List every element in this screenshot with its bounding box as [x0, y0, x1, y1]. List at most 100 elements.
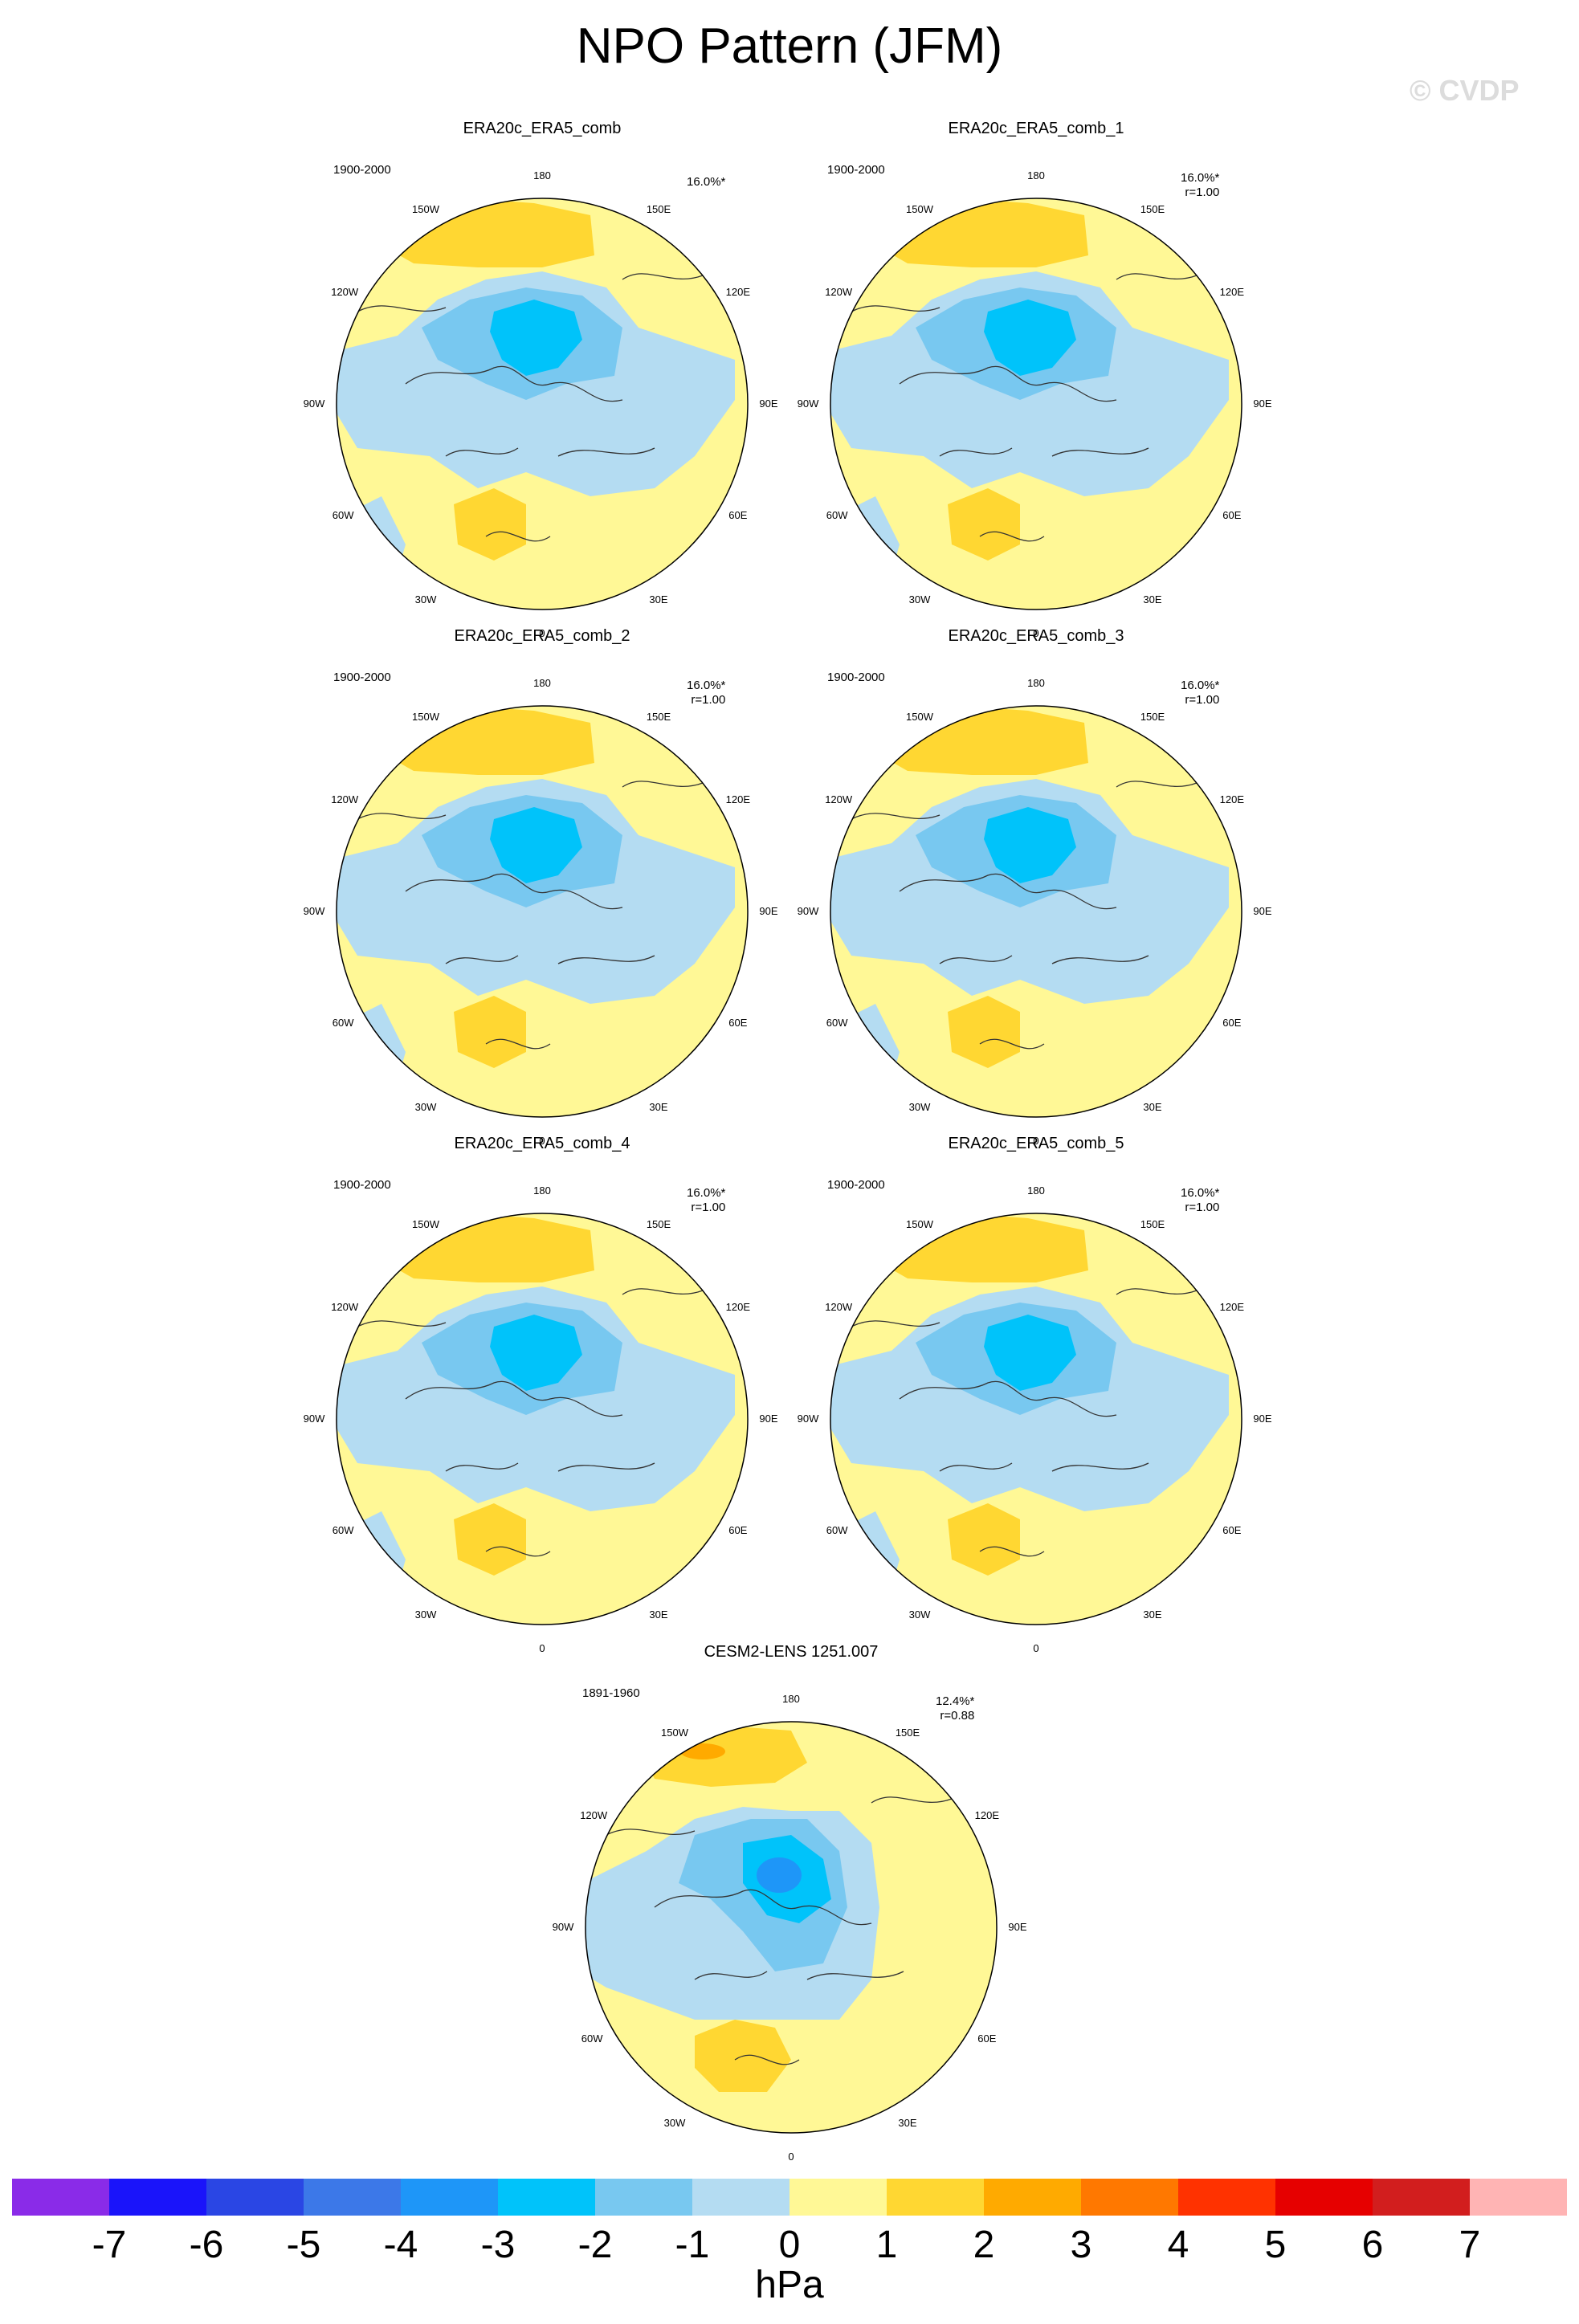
colorbar-tick-label: 0 [778, 2224, 801, 2266]
panel-title: ERA20c_ERA5_comb_1 [948, 120, 1124, 137]
longitude-label: 0 [539, 1642, 545, 1654]
negative-anomaly-core [984, 1315, 1076, 1391]
longitude-label: 30E [1143, 1100, 1162, 1113]
longitude-label: 60W [332, 1524, 354, 1536]
longitude-label: 60W [332, 509, 354, 521]
longitude-label: 30E [649, 593, 668, 605]
longitude-label: 60W [332, 1017, 354, 1029]
longitude-label: 150W [412, 1218, 439, 1231]
longitude-label: 150W [661, 1727, 688, 1739]
longitude-label: 30W [414, 593, 437, 605]
longitude-label: 0 [1033, 1642, 1039, 1654]
longitude-label: 90E [1253, 1413, 1272, 1425]
longitude-label: 0 [1033, 1135, 1039, 1147]
longitude-label: 0 [1033, 627, 1039, 639]
map-boundary [830, 705, 1242, 1118]
correlation-label: r=1.00 [691, 1201, 726, 1214]
cvdp-watermark: © CVDP [1410, 74, 1520, 107]
longitude-label: 30W [908, 593, 931, 605]
positive-anomaly-region [454, 996, 526, 1068]
colorbar-swatch [1178, 2179, 1276, 2216]
polar-map [830, 198, 1242, 610]
longitude-label: 60E [728, 1017, 748, 1029]
longitude-label: 30W [663, 2116, 686, 2129]
coastline [851, 273, 1198, 542]
longitude-label: 120E [1219, 286, 1244, 298]
longitude-label: 90E [759, 398, 778, 410]
colorbar-swatch [790, 2179, 887, 2216]
longitude-label: 90W [303, 398, 325, 410]
correlation-label: r=1.00 [1185, 693, 1220, 707]
longitude-label: 60E [1222, 1524, 1242, 1536]
longitude-label: 60E [728, 509, 748, 521]
panel-title: ERA20c_ERA5_comb_5 [948, 1135, 1124, 1152]
longitude-label: 120E [725, 1301, 750, 1313]
longitude-label: 120W [825, 1301, 853, 1313]
panel-stats: 16.0%* r=1.00 [1181, 679, 1219, 707]
longitude-label: 90E [1008, 1921, 1027, 1933]
coastline [357, 273, 704, 542]
map-boundary [336, 198, 749, 610]
longitude-label: 150E [646, 1218, 671, 1231]
coastline [606, 1796, 953, 2065]
panel-period: 1900-2000 [333, 163, 391, 177]
colorbar-swatch [109, 2179, 207, 2216]
positive-anomaly-region [454, 1503, 526, 1576]
longitude-label: 180 [533, 169, 551, 181]
map-panel: ERA20c_ERA5_comb 1900-2000 16.0%* 180 150… [285, 119, 799, 639]
panel-title: ERA20c_ERA5_comb [463, 120, 622, 137]
colorbar-tick-label: -6 [189, 2224, 224, 2266]
colorbar-tick-label: -7 [92, 2224, 127, 2266]
panel-period: 1891-1960 [582, 1686, 640, 1700]
longitude-label: 150W [906, 203, 933, 216]
negative-anomaly-core [984, 807, 1076, 883]
correlation-label: r=1.00 [1185, 186, 1220, 199]
correlation-label: r=0.88 [940, 1709, 975, 1723]
colorbar-swatch [1275, 2179, 1373, 2216]
longitude-label: 90W [797, 905, 819, 917]
colorbar-swatch [304, 2179, 402, 2216]
longitude-label: 120E [1219, 1301, 1244, 1313]
longitude-label: 120E [725, 793, 750, 805]
colorbar [12, 2179, 1567, 2216]
longitude-label: 180 [1027, 1184, 1045, 1197]
colorbar-swatch [401, 2179, 499, 2216]
polar-map [336, 1213, 749, 1625]
longitude-label: 30W [414, 1100, 437, 1113]
positive-anomaly-region [948, 1503, 1020, 1576]
variance-label: 16.0%* [1181, 171, 1220, 185]
correlation-label: r=1.00 [1185, 1201, 1220, 1214]
panel-stats: 16.0%* r=1.00 [687, 679, 725, 707]
figure-title: NPO Pattern (JFM) [576, 18, 1003, 74]
longitude-label: 30E [649, 1100, 668, 1113]
panel-stats: 16.0%* r=1.00 [687, 1186, 725, 1215]
colorbar-tick-label: 4 [1167, 2224, 1189, 2266]
positive-anomaly-region [948, 488, 1020, 561]
polar-map [336, 705, 749, 1118]
correlation-label: r=1.00 [691, 693, 726, 707]
colorbar-tick-label: 7 [1459, 2224, 1481, 2266]
panel-period: 1900-2000 [827, 671, 885, 684]
panel-stats: 16.0%* r=1.00 [1181, 1186, 1219, 1215]
longitude-label: 180 [782, 1693, 800, 1705]
coastline [357, 781, 704, 1050]
coastline [357, 1288, 704, 1557]
longitude-label: 180 [533, 1184, 551, 1197]
longitude-label: 60W [826, 1524, 848, 1536]
colorbar-swatch [692, 2179, 790, 2216]
longitude-label: 60E [1222, 509, 1242, 521]
longitude-label: 90W [303, 905, 325, 917]
positive-anomaly-region [454, 488, 526, 561]
panel-title: ERA20c_ERA5_comb_4 [454, 1135, 630, 1152]
longitude-label: 150E [646, 711, 671, 724]
longitude-label: 30W [414, 1608, 437, 1621]
map-boundary [830, 198, 1242, 610]
polar-map [830, 705, 1242, 1118]
longitude-label: 90E [759, 905, 778, 917]
colorbar-tick-label: 2 [973, 2224, 995, 2266]
longitude-label: 30E [1143, 1608, 1162, 1621]
panel-title: ERA20c_ERA5_comb_3 [948, 627, 1124, 645]
longitude-label: 60W [826, 509, 848, 521]
polar-map [585, 1721, 998, 2134]
longitude-label: 120W [825, 286, 853, 298]
